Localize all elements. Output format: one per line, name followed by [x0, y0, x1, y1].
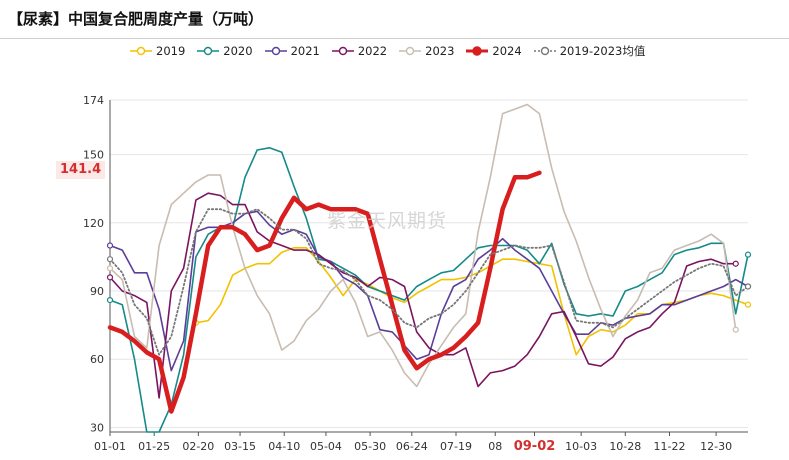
chart-title: 【尿素】中国复合肥周度产量（万吨） [8, 10, 264, 28]
x-tick-label: 05-04 [310, 440, 342, 453]
legend-label: 2022 [357, 44, 388, 58]
series-line-2020 [109, 147, 749, 433]
legend-item-2024: 2024 [466, 44, 522, 58]
x-tick-label: 10-03 [565, 440, 597, 453]
series-line-2019-2023均值 [109, 208, 749, 356]
watermark-text: 紫金天风期货 [327, 210, 448, 232]
series-line-2024 [107, 170, 542, 414]
legend-label: 2020 [223, 44, 253, 58]
legend-swatch [533, 46, 556, 56]
series-point-2022 [732, 260, 739, 267]
x-tick-label: 01-01 [94, 440, 126, 453]
series-point-2019-2023均值 [106, 256, 114, 263]
legend-item-2022: 2022 [331, 44, 388, 58]
x-tick-label: 09-02 [514, 439, 556, 454]
series-point-2019-2023均值 [744, 283, 752, 290]
legend-item-2023: 2023 [399, 44, 454, 58]
x-tick-label: 08 [488, 440, 502, 453]
x-tick-label: 07-19 [440, 440, 472, 453]
latest-value-callout: 141.4 [56, 161, 106, 179]
legend-label: 2021 [290, 44, 320, 58]
series-point-2022 [106, 274, 114, 281]
x-tick-label: 03-15 [224, 440, 256, 453]
legend-label: 2024 [492, 44, 522, 58]
legend-item-2020: 2020 [197, 44, 253, 58]
series-point-2023 [732, 326, 739, 333]
x-tick-label: 11-22 [653, 440, 685, 453]
y-tick-label: 30 [90, 421, 104, 434]
legend-swatch [197, 46, 220, 56]
legend-swatch [331, 46, 354, 56]
legend-label: 2023 [425, 44, 455, 58]
series-line-2022 [109, 192, 737, 399]
series-point-2020 [744, 251, 752, 258]
title-divider [0, 38, 789, 39]
legend-item-2019-2023均值: 2019-2023均值 [533, 43, 646, 59]
series-line-2021 [109, 210, 749, 372]
legend-swatch [130, 46, 152, 56]
y-tick-label: 60 [90, 353, 104, 366]
legend-swatch [264, 46, 287, 56]
x-tick-label: 12-30 [700, 440, 732, 453]
legend-label: 2019-2023均值 [559, 44, 646, 58]
x-tick-label: 04-10 [268, 440, 300, 453]
legend-label: 2019 [156, 44, 186, 58]
x-tick-label: 10-28 [609, 440, 641, 453]
x-tick-label: 01-25 [138, 440, 170, 453]
y-tick-label: 90 [90, 285, 104, 298]
series-point-2021 [106, 242, 114, 249]
y-tick-label: 150 [83, 149, 104, 162]
legend-item-2021: 2021 [264, 44, 320, 58]
series-point-2023 [106, 265, 114, 272]
legend-item-2019: 2019 [130, 44, 185, 58]
series-point-2020 [106, 297, 114, 304]
y-tick-label: 174 [83, 94, 104, 107]
legend-swatch [399, 46, 422, 56]
x-tick-label: 02-20 [182, 440, 214, 453]
series-line-2023 [109, 103, 737, 388]
y-tick-label: 120 [83, 217, 104, 230]
chart-legend: 2019 2020 2021 2022 2023 2024 2019-2023均值 [130, 42, 645, 60]
series-point-2019 [744, 301, 752, 308]
x-tick-label: 05-30 [354, 440, 386, 453]
legend-swatch [466, 46, 489, 56]
x-tick-label: 06-24 [396, 440, 428, 453]
